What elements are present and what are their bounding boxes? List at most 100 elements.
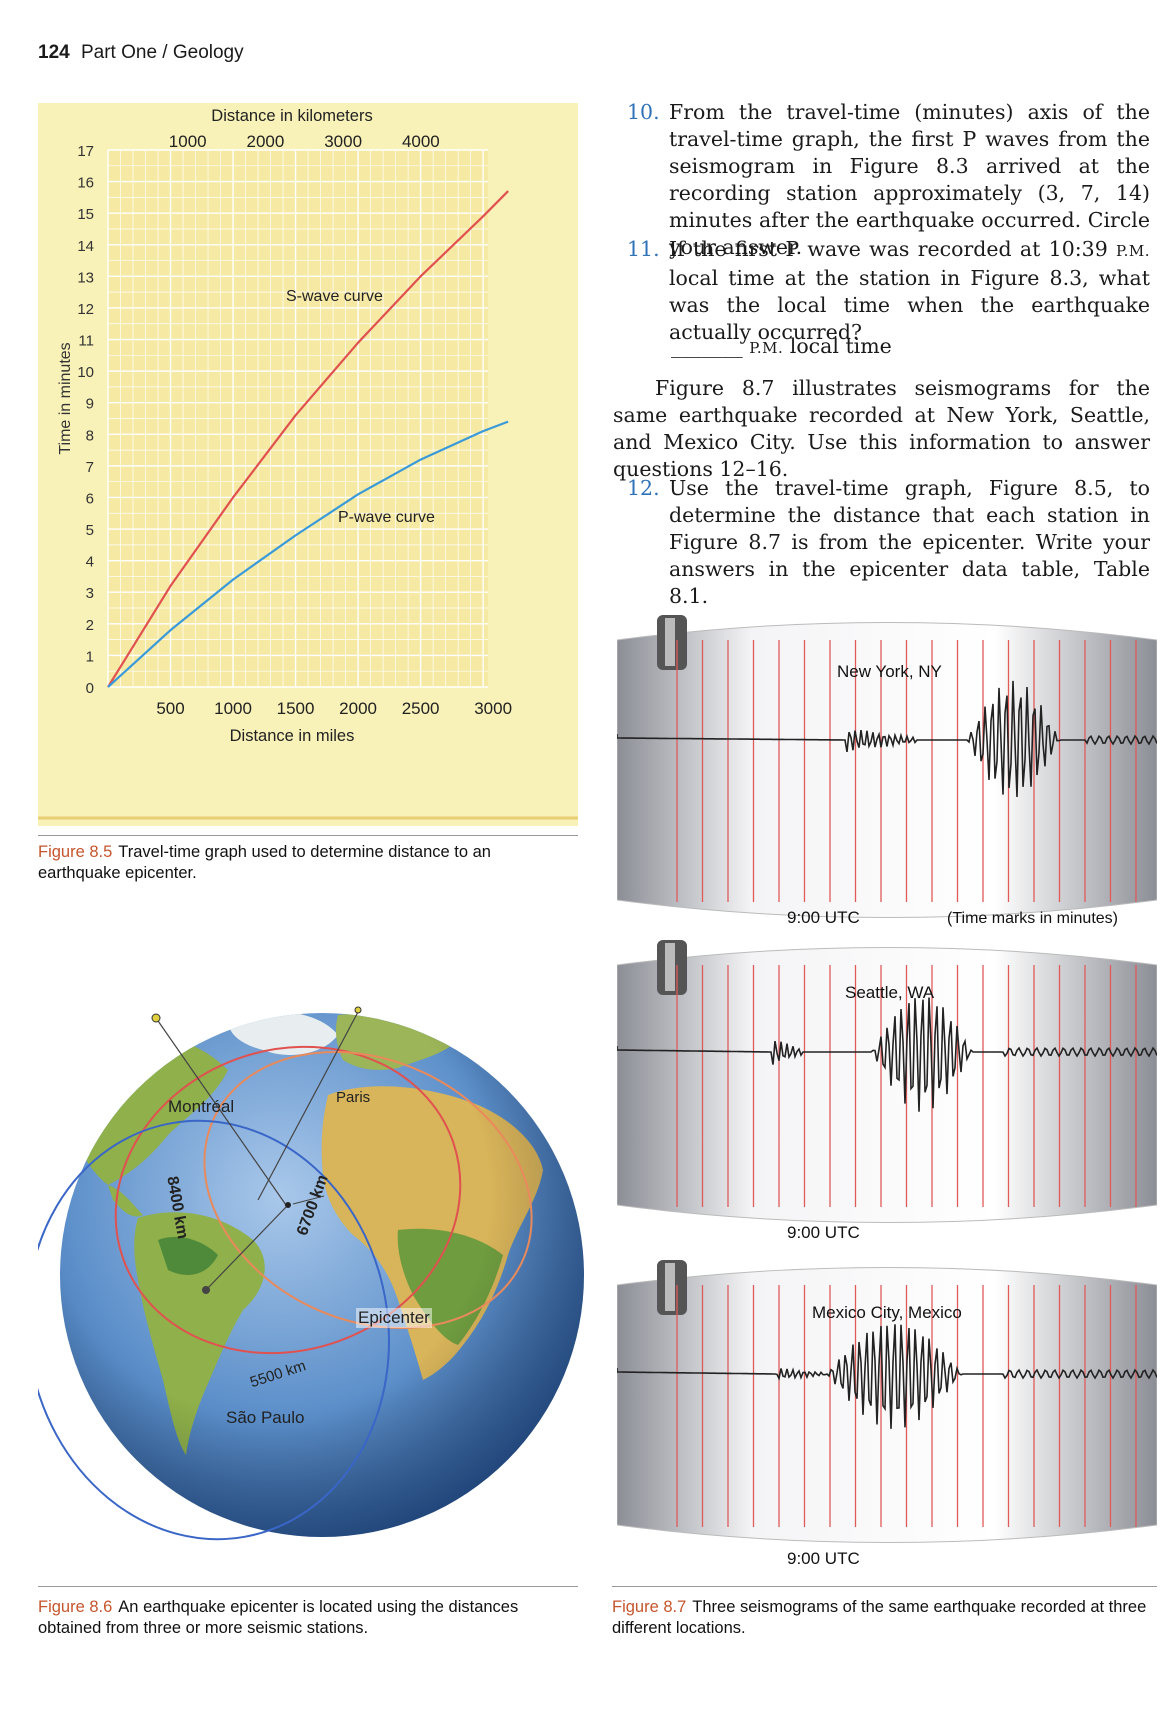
y-tick-label: 11 bbox=[78, 333, 94, 350]
station-label: New York, NY bbox=[837, 662, 942, 681]
x-tick-label: 2000 bbox=[339, 699, 377, 718]
caption-label: Figure 8.5 bbox=[38, 843, 113, 861]
y-tick-label: 5 bbox=[86, 522, 94, 539]
answer-line: _______ P.M. local time bbox=[671, 334, 892, 358]
sao-paulo-label: São Paulo bbox=[226, 1408, 305, 1427]
drum-spindle-highlight bbox=[665, 943, 675, 991]
answer-blank[interactable]: _______ bbox=[671, 334, 743, 358]
epicenter-label: Epicenter bbox=[356, 1308, 432, 1328]
paris-distance-circle bbox=[203, 1051, 533, 1329]
figure-8-5-caption: Figure 8.5 Travel-time graph used to dete… bbox=[38, 842, 578, 884]
y-tick-label: 4 bbox=[86, 554, 94, 571]
caption-rule bbox=[38, 1586, 578, 1587]
montreal-label: Montréal bbox=[168, 1097, 235, 1116]
drum-spindle-highlight bbox=[665, 1263, 675, 1311]
y-tick-label: 1 bbox=[86, 648, 94, 665]
caption-label: Figure 8.7 bbox=[612, 1598, 687, 1616]
x2-tick-label: 1000 bbox=[169, 132, 207, 151]
sao-paulo-marker bbox=[202, 1286, 210, 1294]
y-tick-label: 9 bbox=[86, 396, 94, 413]
y-tick-label: 17 bbox=[77, 143, 94, 160]
caption-rule bbox=[38, 835, 578, 836]
sao-paulo-distance-line bbox=[205, 1204, 289, 1291]
caption-text: Travel-time graph used to determine dist… bbox=[38, 843, 491, 882]
intro-paragraph: Figure 8.7 illustrates seismograms for t… bbox=[613, 376, 1150, 481]
caption-rule bbox=[612, 1586, 1157, 1587]
y-tick-label: 16 bbox=[77, 175, 94, 192]
question-10: 10. From the travel-time (minutes) axis … bbox=[627, 99, 1150, 261]
pm-abbrev: P.M. bbox=[1116, 242, 1150, 260]
page-number: 124 bbox=[38, 42, 70, 63]
y-tick-label: 8 bbox=[86, 427, 94, 444]
station-label: Mexico City, Mexico bbox=[812, 1303, 962, 1322]
y-tick-label: 2 bbox=[86, 617, 94, 634]
question-11: 11. If the first P wave was recorded at … bbox=[627, 236, 1150, 346]
seismic-trace bbox=[616, 1324, 1158, 1429]
s-wave-label: S-wave curve bbox=[286, 288, 383, 305]
section-title: Part One / Geology bbox=[80, 42, 244, 63]
x-tick-label: 2500 bbox=[402, 699, 440, 718]
seismogram-drum bbox=[616, 940, 1158, 1223]
question-number: 11. bbox=[627, 237, 660, 261]
question-text: Use the travel-time graph, Figure 8.5, t… bbox=[669, 476, 1150, 608]
y-tick-label: 0 bbox=[86, 680, 94, 697]
paris-label: Paris bbox=[336, 1089, 371, 1106]
figure-8-6-caption: Figure 8.6 An earthquake epicenter is loc… bbox=[38, 1597, 578, 1639]
question-number: 10. bbox=[627, 100, 660, 124]
sao-paulo-distance-circle bbox=[38, 1119, 390, 1541]
time-label: 9:00 UTC bbox=[787, 908, 860, 927]
seismogram-drum bbox=[616, 1260, 1158, 1543]
paris-distance-line bbox=[257, 1011, 359, 1201]
question-number: 12. bbox=[627, 476, 660, 500]
caption-text: Three seismograms of the same earthquake… bbox=[612, 1598, 1147, 1637]
bottom-axis-label: Distance in miles bbox=[230, 727, 355, 745]
x-tick-label: 3000 bbox=[474, 699, 512, 718]
epicenter-leader bbox=[292, 1195, 325, 1205]
question-text: If the first P wave was recorded at 10:3… bbox=[669, 237, 1108, 261]
seismogram-mexico-city: Mexico City, Mexico 9:00 UTC bbox=[616, 1255, 1158, 1595]
x-tick-label: 500 bbox=[156, 699, 184, 718]
seismogram-seattle: Seattle, WA 9:00 UTC bbox=[616, 935, 1158, 1275]
x2-tick-label: 4000 bbox=[402, 132, 440, 151]
question-12: 12. Use the travel-time graph, Figure 8.… bbox=[627, 475, 1150, 610]
time-label: 9:00 UTC bbox=[787, 1223, 860, 1242]
p-wave-label: P-wave curve bbox=[338, 509, 435, 526]
paris-marker bbox=[354, 1006, 362, 1014]
left-axis-label: Time in minutes bbox=[57, 342, 74, 454]
x2-tick-label: 3000 bbox=[324, 132, 362, 151]
caption-label: Figure 8.6 bbox=[38, 1598, 113, 1616]
page-header: 124 Part One / Geology bbox=[38, 42, 244, 64]
x-tick-label: 1500 bbox=[277, 699, 315, 718]
montreal-distance-circle bbox=[114, 1045, 462, 1355]
local-time-label: local time bbox=[789, 334, 892, 358]
y-tick-label: 13 bbox=[77, 269, 94, 286]
p-wave-curve bbox=[107, 420, 509, 688]
x2-tick-label: 2000 bbox=[247, 132, 285, 151]
question-text-cont: local time at the station in Figure 8.3,… bbox=[669, 266, 1150, 344]
y-tick-label: 12 bbox=[77, 301, 94, 318]
time-label: 9:00 UTC bbox=[787, 1549, 860, 1568]
x-tick-label: 1000 bbox=[214, 699, 252, 718]
y-tick-label: 3 bbox=[86, 585, 94, 602]
seismic-trace bbox=[616, 997, 1158, 1112]
seismogram-drum bbox=[616, 615, 1158, 918]
top-axis-label: Distance in kilometers bbox=[211, 107, 372, 125]
figure-8-7-caption: Figure 8.7 Three seismograms of the same … bbox=[612, 1597, 1157, 1639]
drum-spindle-highlight bbox=[665, 618, 675, 666]
time-marks-note: (Time marks in minutes) bbox=[947, 910, 1118, 927]
seismogram-new-york: New York, NY 9:00 UTC (Time marks in min… bbox=[616, 610, 1158, 950]
station-label: Seattle, WA bbox=[845, 983, 935, 1002]
montreal-distance-line bbox=[155, 1017, 287, 1206]
caption-text: An earthquake epicenter is located using… bbox=[38, 1598, 519, 1637]
epicenter-marker bbox=[285, 1202, 291, 1208]
pm-abbrev: P.M. bbox=[749, 339, 784, 357]
y-tick-label: 15 bbox=[77, 206, 94, 223]
figure-8-6-globe bbox=[38, 1006, 584, 1541]
figure-8-5-travel-time-graph: 0 1 2 3 4 5 6 7 8 9 10 11 12 13 14 15 16 17 500 1000 1500 200… bbox=[38, 103, 578, 826]
globe-shading bbox=[60, 1013, 584, 1537]
question-text: From the travel-time (minutes) axis of t… bbox=[669, 100, 1150, 259]
montreal-marker bbox=[151, 1013, 161, 1023]
seismic-trace bbox=[616, 680, 1158, 798]
y-tick-label: 14 bbox=[77, 238, 94, 255]
